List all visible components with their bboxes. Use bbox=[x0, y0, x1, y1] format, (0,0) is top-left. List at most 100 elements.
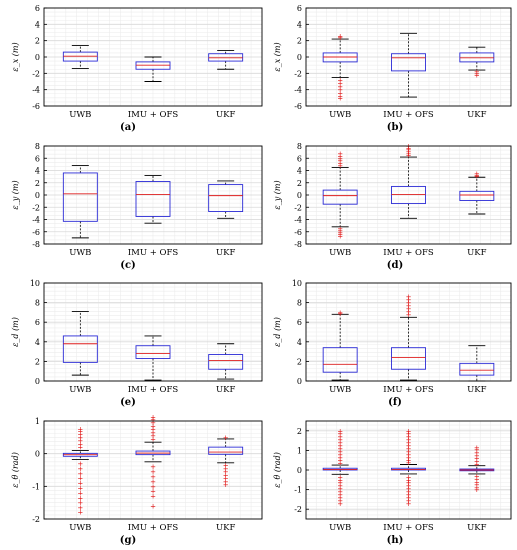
y-tick-label: -2 bbox=[32, 203, 40, 212]
y-axis-label: ε_x (m) bbox=[273, 42, 282, 71]
x-tick-label: UKF bbox=[467, 523, 487, 533]
outlier-point: + bbox=[474, 458, 480, 466]
box-3: +++ bbox=[459, 170, 495, 215]
y-tick-label: 2 bbox=[297, 179, 302, 188]
outlier-point: + bbox=[474, 455, 480, 463]
outlier-point: + bbox=[474, 171, 480, 179]
outlier-point: + bbox=[337, 430, 343, 438]
y-tick-label: 4 bbox=[297, 20, 302, 29]
outlier-point: + bbox=[150, 478, 156, 486]
outlier-point: + bbox=[150, 429, 156, 437]
outlier-point: + bbox=[77, 484, 83, 492]
panel-letter-g: (g) bbox=[119, 535, 137, 546]
outlier-point: + bbox=[77, 489, 83, 497]
y-tick-label: -8 bbox=[32, 240, 40, 249]
y-axis-label: ε_x (m) bbox=[11, 42, 20, 71]
outlier-point: + bbox=[406, 491, 412, 499]
y-tick-label: -1 bbox=[32, 482, 40, 491]
outlier-point: + bbox=[337, 445, 343, 453]
outlier-point: + bbox=[406, 494, 412, 502]
outlier-point: + bbox=[337, 497, 343, 505]
outlier-point: + bbox=[337, 476, 343, 484]
outlier-point: + bbox=[474, 481, 480, 489]
y-tick-label: -4 bbox=[32, 86, 40, 95]
box-iqr bbox=[391, 347, 426, 370]
y-tick-label: 8 bbox=[35, 142, 40, 151]
panel-letter-e: (e) bbox=[120, 397, 136, 408]
box-1: +++++++++ bbox=[322, 32, 358, 102]
outlier-point: + bbox=[337, 157, 343, 165]
y-tick-label: 0 bbox=[297, 377, 302, 386]
plot-frame bbox=[305, 420, 512, 520]
outlier-point: + bbox=[77, 460, 83, 468]
outlier-point: + bbox=[406, 296, 412, 304]
outlier-point: + bbox=[337, 494, 343, 502]
outlier-point: + bbox=[337, 457, 343, 465]
y-axis-label: ε_θ (rad) bbox=[11, 452, 20, 488]
outlier-point: + bbox=[223, 481, 229, 489]
outlier-point: + bbox=[474, 478, 480, 486]
plot-frame bbox=[43, 7, 263, 107]
outlier-point: + bbox=[150, 416, 156, 424]
y-tick-label: 1 bbox=[297, 446, 302, 455]
y-tick-label: -8 bbox=[294, 240, 302, 249]
box-iqr bbox=[62, 335, 98, 363]
y-tick-label: 6 bbox=[297, 4, 302, 13]
box-2 bbox=[135, 335, 171, 381]
outlier-point: + bbox=[337, 439, 343, 447]
outlier-point: + bbox=[77, 465, 83, 473]
y-tick-label: 2 bbox=[297, 427, 302, 436]
outlier-point: + bbox=[474, 71, 480, 79]
outlier-point: + bbox=[150, 488, 156, 496]
outlier-point: + bbox=[337, 76, 343, 84]
outlier-point: + bbox=[474, 68, 480, 76]
outlier-point: + bbox=[406, 476, 412, 484]
plot-frame bbox=[43, 420, 263, 520]
outlier-point: + bbox=[337, 86, 343, 94]
y-tick-label: 0 bbox=[35, 53, 40, 62]
outlier-point: + bbox=[337, 233, 343, 241]
box-3 bbox=[208, 180, 244, 219]
x-tick-label: UWB bbox=[69, 110, 91, 120]
outlier-point: + bbox=[337, 479, 343, 487]
outlier-point: + bbox=[406, 144, 412, 152]
outlier-point: + bbox=[150, 419, 156, 427]
outlier-point: + bbox=[77, 494, 83, 502]
outlier-point: + bbox=[337, 488, 343, 496]
outlier-point: + bbox=[474, 446, 480, 454]
outlier-point: + bbox=[406, 293, 412, 301]
x-tick-label: IMU + OFS bbox=[383, 385, 434, 395]
outlier-point: + bbox=[406, 299, 412, 307]
outlier-point: + bbox=[337, 473, 343, 481]
box-1 bbox=[62, 45, 98, 69]
y-tick-label: 2 bbox=[297, 357, 302, 366]
outlier-point: + bbox=[150, 493, 156, 501]
x-tick-label: UKF bbox=[216, 523, 236, 533]
x-tick-label: IMU + OFS bbox=[383, 523, 434, 533]
outlier-point: + bbox=[77, 431, 83, 439]
box-iqr bbox=[322, 347, 358, 373]
y-tick-label: -6 bbox=[294, 228, 302, 237]
outlier-point: + bbox=[77, 470, 83, 478]
box-2: ++++++++++++++++++++++ bbox=[391, 428, 426, 508]
outlier-point: + bbox=[337, 83, 343, 91]
outlier-point: + bbox=[337, 150, 343, 158]
outlier-point: + bbox=[406, 143, 412, 151]
box-1 bbox=[62, 310, 98, 376]
outlier-point: + bbox=[406, 428, 412, 436]
outlier-point: + bbox=[77, 475, 83, 483]
y-axis-label: ε_θ (rad) bbox=[273, 452, 282, 488]
y-tick-label: 10 bbox=[30, 279, 40, 288]
outlier-point: + bbox=[474, 173, 480, 181]
y-tick-label: 6 bbox=[297, 318, 302, 327]
outlier-point: + bbox=[337, 491, 343, 499]
box-iqr bbox=[208, 354, 244, 370]
box-iqr bbox=[135, 345, 171, 359]
outlier-point: + bbox=[77, 504, 83, 512]
y-tick-label: -6 bbox=[32, 102, 40, 111]
y-tick-label: 8 bbox=[35, 299, 40, 308]
outlier-point: + bbox=[223, 434, 229, 442]
box-1 bbox=[62, 165, 98, 239]
outlier-point: + bbox=[337, 454, 343, 462]
